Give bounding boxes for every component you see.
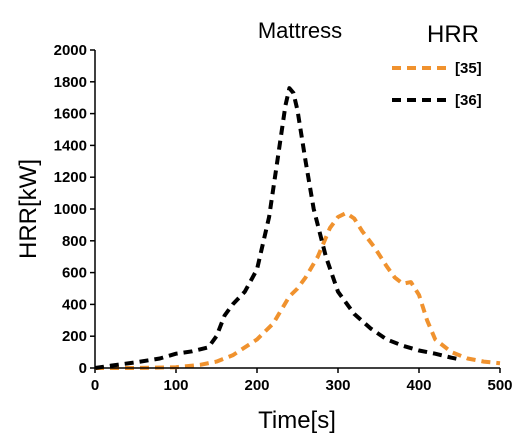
legend: [35] [36] [392, 60, 482, 109]
x-tick-label: 200 [244, 377, 269, 394]
x-axis: 0 100 200 300 400 500 [91, 368, 513, 394]
y-tick-label: 0 [79, 360, 87, 377]
y-tick-label: 1600 [54, 106, 87, 123]
y-axis-title: HRR[kW] [15, 159, 42, 259]
series-line-0 [95, 211, 501, 370]
y-tick-label: 1400 [54, 137, 87, 154]
y-tick-label: 600 [62, 265, 87, 282]
y-tick-label: 2000 [54, 42, 87, 59]
chart-title: Mattress [258, 18, 342, 43]
y-axis: 0 200 400 600 800 1000 1200 1400 1600 1800 2000 [54, 42, 95, 377]
y-tick-label: 800 [62, 233, 87, 250]
x-tick-label: 0 [91, 377, 99, 394]
legend-title: HRR [427, 21, 479, 48]
y-tick-label: 200 [62, 328, 87, 345]
x-tick-label: 400 [406, 377, 431, 394]
x-axis-title: Time[s] [258, 407, 336, 434]
x-tick-label: 300 [325, 377, 350, 394]
y-tick-label: 1800 [54, 74, 87, 91]
y-tick-label: 400 [62, 296, 87, 313]
legend-label-1: [36] [455, 92, 482, 109]
series-line-1 [94, 86, 460, 370]
legend-label-0: [35] [455, 60, 482, 77]
x-tick-label: 100 [163, 377, 188, 394]
y-tick-label: 1000 [54, 201, 87, 218]
x-tick-label: 500 [487, 377, 512, 394]
y-tick-label: 1200 [54, 169, 87, 186]
series-layer [94, 86, 501, 370]
